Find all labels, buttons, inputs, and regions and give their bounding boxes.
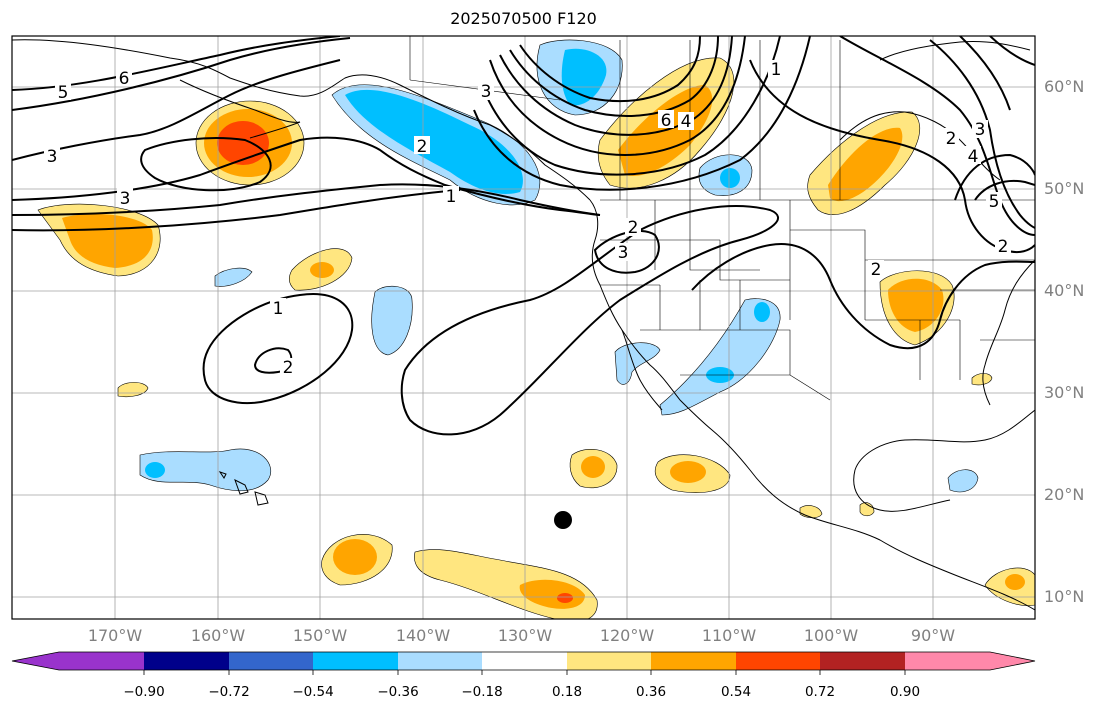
lat-label: 30°N (1044, 383, 1085, 402)
map-title: 2025070500 F120 (450, 9, 597, 28)
colorbar-label: −0.72 (208, 684, 250, 700)
contour-label: 3 (120, 189, 131, 209)
lon-label: 110°W (701, 626, 757, 645)
contour-label: 5 (58, 83, 69, 103)
lon-label: 90°W (910, 626, 956, 645)
storm-center-marker (554, 511, 572, 529)
anomaly-shading (37, 39, 1035, 619)
contour-label: 2 (628, 218, 639, 238)
contour-labels: 5 6 3 3 2 1 1 2 3 6 4 2 3 1 (44, 60, 1011, 378)
lon-label: 120°W (599, 626, 655, 645)
contour-label: 5 (989, 192, 1000, 212)
colorbar-label: −0.36 (377, 684, 419, 700)
colorbar-label: −0.54 (292, 684, 334, 700)
contour-label: 3 (481, 82, 492, 102)
political-borders (409, 36, 1035, 401)
colorbar-label: −0.18 (461, 684, 503, 700)
colorbar-extend-high (990, 652, 1035, 670)
contour-label: 2 (871, 260, 882, 280)
contour-label: 4 (968, 147, 979, 167)
lat-label: 60°N (1044, 77, 1085, 96)
colorbar-label: 0.90 (889, 684, 921, 700)
lon-label: 130°W (497, 626, 553, 645)
graticule (12, 36, 1035, 619)
contour-label: 2 (946, 129, 957, 149)
contour-label: 1 (771, 60, 782, 80)
contour-label: 1 (273, 299, 284, 319)
contour-label: 6 (119, 69, 130, 89)
lat-label: 20°N (1044, 485, 1085, 504)
contour-label: 2 (417, 137, 428, 157)
contours (12, 36, 1035, 436)
lat-label: 40°N (1044, 281, 1085, 300)
colorbar (11, 651, 1036, 675)
lon-label: 100°W (803, 626, 859, 645)
contour-label: 4 (681, 112, 692, 132)
colorbar-label: −0.90 (123, 684, 165, 700)
colorbar-label: 0.18 (551, 684, 583, 700)
contour-label: 2 (998, 237, 1009, 257)
contour-label: 3 (975, 120, 986, 140)
lon-label: 170°W (87, 626, 143, 645)
lon-label: 160°W (190, 626, 246, 645)
lat-label: 10°N (1044, 587, 1085, 606)
colorbar-extend-low (12, 652, 59, 670)
contour-label: 3 (618, 243, 629, 263)
lat-label: 50°N (1044, 179, 1085, 198)
contour-label: 3 (47, 147, 58, 167)
contour-label: 6 (661, 111, 672, 131)
contour-label: 1 (446, 187, 457, 207)
colorbar-label: 0.36 (635, 684, 667, 700)
map-frame (11, 35, 1036, 620)
lon-label: 140°W (395, 626, 451, 645)
map-area: 5 6 3 3 2 1 1 2 3 6 4 2 3 1 (12, 36, 1035, 619)
colorbar-label: 0.54 (720, 684, 752, 700)
colorbar-label: 0.72 (804, 684, 836, 700)
lon-label: 150°W (292, 626, 348, 645)
contour-label: 2 (283, 358, 294, 378)
